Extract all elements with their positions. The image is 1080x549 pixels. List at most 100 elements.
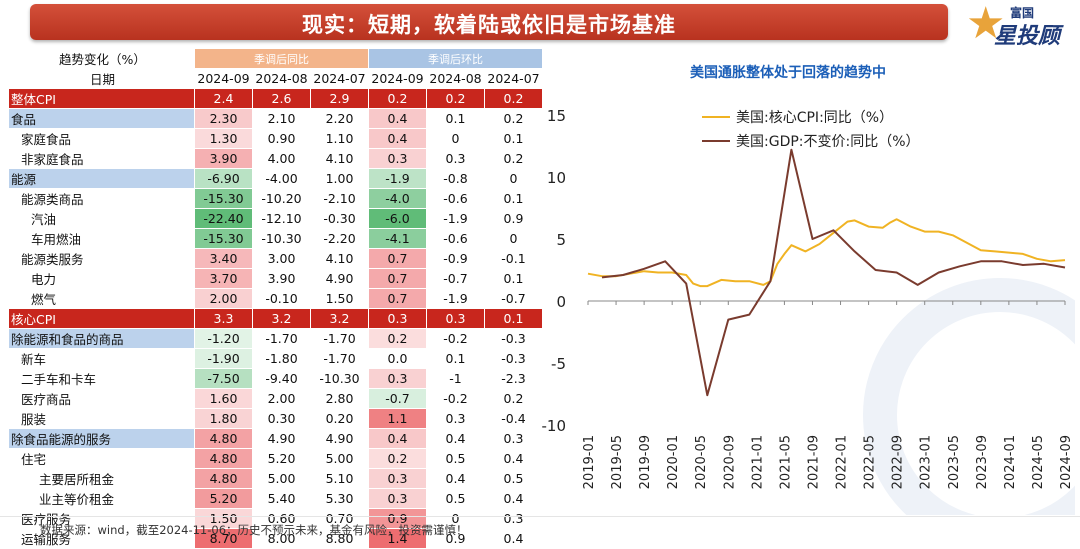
yoy-value-cell: 1.00 bbox=[310, 168, 369, 189]
yoy-value-cell: 3.40 bbox=[194, 248, 253, 269]
x-tick-label: 2020-05 bbox=[694, 435, 709, 489]
watermark-ring bbox=[863, 278, 1075, 515]
yoy-value-cell: 4.80 bbox=[194, 468, 253, 489]
mom-value-cell: -4.0 bbox=[368, 188, 427, 209]
yoy-value-cell: 3.2 bbox=[310, 308, 369, 329]
row-label: 汽油 bbox=[8, 208, 195, 229]
x-tick-label: 2022-01 bbox=[835, 435, 850, 489]
legend-label: 美国:核心CPI:同比（%） bbox=[736, 110, 893, 126]
y-tick-label: 0 bbox=[556, 293, 566, 311]
row-label: 除食品能源的服务 bbox=[8, 428, 195, 449]
source-footnote: 数据来源：wind，截至2024-11-06；历史不预示未来，基金有风险，投资需… bbox=[40, 523, 468, 537]
x-tick-label: 2024-05 bbox=[1031, 435, 1046, 489]
mom-value-cell: 0.3 bbox=[368, 368, 427, 389]
table-row: 除能源和食品的商品 -1.20 -1.70 -1.70 0.2 -0.2 -0.3 bbox=[8, 328, 543, 349]
yoy-value-cell: 1.10 bbox=[310, 128, 369, 149]
mom-value-cell: 0.4 bbox=[368, 428, 427, 449]
yoy-value-cell: 3.00 bbox=[252, 248, 311, 269]
mom-value-cell: 0.7 bbox=[368, 268, 427, 289]
row-label: 家庭食品 bbox=[8, 128, 195, 149]
table-row: 汽油 -22.40 -12.10 -0.30 -6.0 -1.9 0.9 bbox=[8, 208, 543, 229]
mom-value-cell: 0.1 bbox=[426, 108, 485, 129]
row-label: 整体CPI bbox=[8, 88, 195, 109]
x-tick-label: 2023-09 bbox=[975, 435, 990, 489]
mom-value-cell: 0.1 bbox=[484, 308, 543, 329]
mom-value-cell: 0.3 bbox=[426, 308, 485, 329]
group-header-mom: 季调后环比 bbox=[368, 48, 543, 69]
title-banner: 现实：短期，软着陆或依旧是市场基准 bbox=[30, 4, 948, 40]
logo-top-text: 富国 bbox=[1010, 6, 1035, 20]
table-row: 新车 -1.90 -1.80 -1.70 0.0 0.1 -0.3 bbox=[8, 348, 543, 369]
yoy-value-cell: 2.30 bbox=[194, 108, 253, 129]
x-tick-label: 2020-01 bbox=[666, 435, 681, 489]
mom-value-cell: -1 bbox=[426, 368, 485, 389]
yoy-value-cell: -1.80 bbox=[252, 348, 311, 369]
table-row: 医疗商品 1.60 2.00 2.80 -0.7 -0.2 0.2 bbox=[8, 388, 543, 409]
yoy-value-cell: 4.00 bbox=[252, 148, 311, 169]
yoy-value-cell: -10.20 bbox=[252, 188, 311, 209]
mom-value-cell: 0.2 bbox=[426, 88, 485, 109]
mom-value-cell: 0.4 bbox=[426, 428, 485, 449]
row-label: 燃气 bbox=[8, 288, 195, 309]
date-header-cell: 2024-09 bbox=[368, 68, 427, 89]
mom-value-cell: -0.9 bbox=[426, 248, 485, 269]
yoy-value-cell: -0.30 bbox=[310, 208, 369, 229]
table-group-header-row: 趋势变化（%） 季调后同比 季调后环比 bbox=[8, 48, 543, 69]
yoy-value-cell: 2.80 bbox=[310, 388, 369, 409]
mom-value-cell: 0.5 bbox=[426, 488, 485, 509]
mom-value-cell: 0.7 bbox=[368, 248, 427, 269]
mom-value-cell: 0.3 bbox=[368, 308, 427, 329]
mom-value-cell: 0.3 bbox=[484, 428, 543, 449]
mom-value-cell: 0.9 bbox=[368, 508, 427, 529]
row-label: 医疗商品 bbox=[8, 388, 195, 409]
mom-value-cell: 0.3 bbox=[426, 148, 485, 169]
mom-value-cell: 0.2 bbox=[484, 388, 543, 409]
table-date-header-row: 日期 2024-09 2024-08 2024-07 2024-09 2024-… bbox=[8, 68, 543, 89]
mom-value-cell: -1.9 bbox=[426, 288, 485, 309]
mom-value-cell: 1.1 bbox=[368, 408, 427, 429]
logo-bottom-text: 星投顾 bbox=[994, 24, 1061, 49]
x-tick-label: 2021-05 bbox=[778, 435, 793, 489]
mom-value-cell: 0.4 bbox=[484, 448, 543, 469]
mom-value-cell: 0.4 bbox=[426, 468, 485, 489]
yoy-value-cell: 4.80 bbox=[194, 448, 253, 469]
yoy-value-cell: 5.20 bbox=[252, 448, 311, 469]
table-row: 车用燃油 -15.30 -10.30 -2.20 -4.1 -0.6 0 bbox=[8, 228, 543, 249]
yoy-value-cell: 1.80 bbox=[194, 408, 253, 429]
yoy-value-cell: -15.30 bbox=[194, 188, 253, 209]
x-tick-label: 2019-01 bbox=[582, 435, 597, 489]
yoy-value-cell: 2.00 bbox=[194, 288, 253, 309]
yoy-value-cell: -2.20 bbox=[310, 228, 369, 249]
mom-value-cell: 0.3 bbox=[484, 508, 543, 529]
x-tick-label: 2021-01 bbox=[750, 435, 765, 489]
mom-value-cell: -0.6 bbox=[426, 188, 485, 209]
yoy-value-cell: 3.2 bbox=[252, 308, 311, 329]
mom-value-cell: 0.9 bbox=[484, 208, 543, 229]
mom-value-cell: 0.0 bbox=[368, 348, 427, 369]
yoy-value-cell: 5.30 bbox=[310, 488, 369, 509]
mom-value-cell: 0.5 bbox=[426, 448, 485, 469]
yoy-value-cell: 1.60 bbox=[194, 388, 253, 409]
yoy-value-cell: -12.10 bbox=[252, 208, 311, 229]
yoy-value-cell: -1.70 bbox=[252, 328, 311, 349]
table-body: 整体CPI 2.4 2.6 2.9 0.2 0.2 0.2 食品 2.30 2.10 2.20 0.4… bbox=[8, 88, 543, 549]
table-row: 非家庭食品 3.90 4.00 4.10 0.3 0.3 0.2 bbox=[8, 148, 543, 169]
mom-value-cell: 0.4 bbox=[368, 128, 427, 149]
yoy-value-cell: -9.40 bbox=[252, 368, 311, 389]
yoy-value-cell: 2.4 bbox=[194, 88, 253, 109]
mom-value-cell: -0.2 bbox=[426, 388, 485, 409]
yoy-value-cell: -1.70 bbox=[310, 328, 369, 349]
yoy-value-cell: 4.90 bbox=[310, 268, 369, 289]
y-tick-label: 15 bbox=[547, 107, 566, 125]
mom-value-cell: 0.2 bbox=[368, 328, 427, 349]
table-row: 业主等价租金 5.20 5.40 5.30 0.3 0.5 0.4 bbox=[8, 488, 543, 509]
row-label: 服装 bbox=[8, 408, 195, 429]
row-label: 住宅 bbox=[8, 448, 195, 469]
yoy-value-cell: 4.90 bbox=[310, 428, 369, 449]
yoy-value-cell: -1.90 bbox=[194, 348, 253, 369]
footer-divider bbox=[0, 516, 1080, 517]
yoy-value-cell: -1.20 bbox=[194, 328, 253, 349]
yoy-value-cell: 0.30 bbox=[252, 408, 311, 429]
y-tick-label: 5 bbox=[556, 231, 566, 249]
row-label: 能源类商品 bbox=[8, 188, 195, 209]
